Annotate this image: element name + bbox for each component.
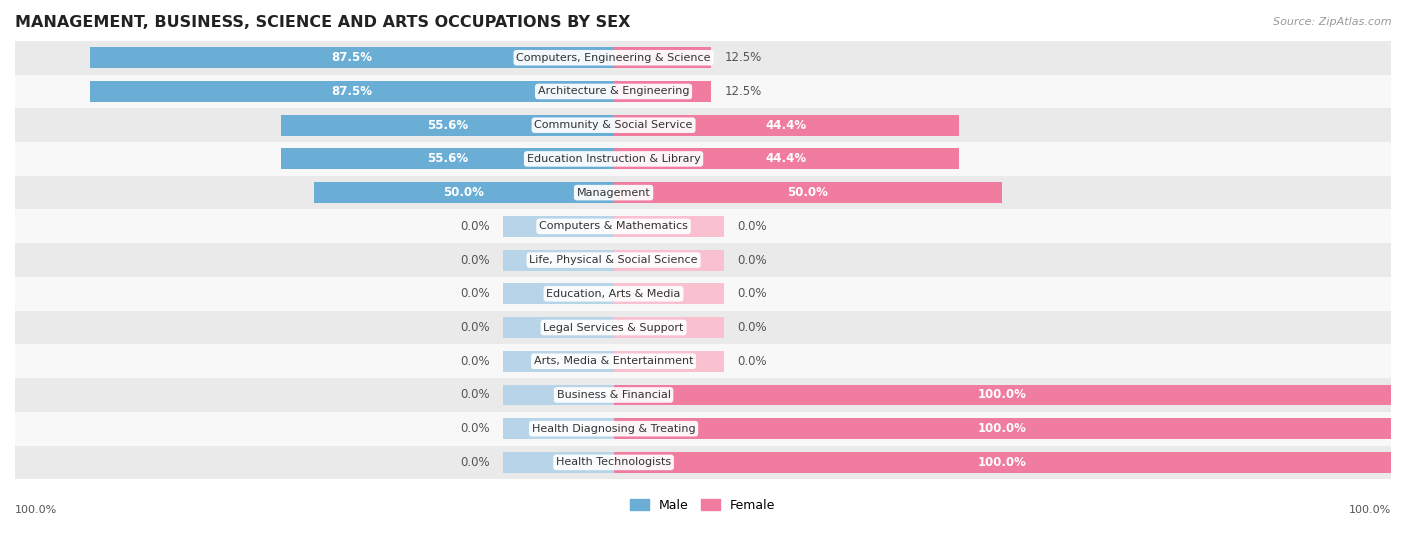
Bar [503, 452, 613, 473]
Text: 50.0%: 50.0% [443, 186, 484, 199]
Bar [613, 48, 711, 68]
Text: Management: Management [576, 188, 651, 198]
Text: Health Diagnosing & Treating: Health Diagnosing & Treating [531, 424, 696, 434]
Text: 0.0%: 0.0% [460, 355, 489, 368]
Text: 0.0%: 0.0% [737, 254, 768, 267]
Bar [15, 243, 1391, 277]
Text: Computers & Mathematics: Computers & Mathematics [538, 221, 688, 231]
Text: 0.0%: 0.0% [460, 254, 489, 267]
Text: 12.5%: 12.5% [724, 85, 762, 98]
Text: Legal Services & Support: Legal Services & Support [543, 323, 683, 333]
Bar [613, 317, 724, 338]
Text: Life, Physical & Social Science: Life, Physical & Social Science [529, 255, 697, 265]
Text: Community & Social Service: Community & Social Service [534, 120, 693, 130]
Text: 100.0%: 100.0% [977, 422, 1026, 435]
Text: Architecture & Engineering: Architecture & Engineering [538, 87, 689, 97]
Text: 0.0%: 0.0% [460, 220, 489, 233]
Bar [503, 418, 613, 439]
Text: 0.0%: 0.0% [460, 456, 489, 469]
Bar [281, 115, 613, 136]
Text: 100.0%: 100.0% [977, 389, 1026, 401]
Bar [281, 149, 613, 169]
Text: Source: ZipAtlas.com: Source: ZipAtlas.com [1274, 17, 1392, 27]
Text: 100.0%: 100.0% [977, 456, 1026, 469]
Text: 87.5%: 87.5% [332, 85, 373, 98]
Bar [613, 182, 1002, 203]
Text: 44.4%: 44.4% [766, 119, 807, 132]
Bar [613, 216, 724, 237]
Text: 0.0%: 0.0% [460, 422, 489, 435]
Text: Computers, Engineering & Science: Computers, Engineering & Science [516, 53, 711, 63]
Text: 100.0%: 100.0% [15, 505, 58, 514]
Bar [15, 311, 1391, 344]
Bar [15, 344, 1391, 378]
Text: 50.0%: 50.0% [787, 186, 828, 199]
Text: 0.0%: 0.0% [460, 389, 489, 401]
Legend: Male, Female: Male, Female [626, 494, 780, 517]
Text: 0.0%: 0.0% [737, 355, 768, 368]
Bar [613, 418, 1391, 439]
Bar [15, 446, 1391, 479]
Bar [15, 176, 1391, 210]
Text: 0.0%: 0.0% [460, 287, 489, 300]
Bar [15, 41, 1391, 74]
Bar [15, 412, 1391, 446]
Bar [613, 149, 959, 169]
Bar [503, 250, 613, 271]
Text: 0.0%: 0.0% [737, 321, 768, 334]
Bar [503, 317, 613, 338]
Text: 100.0%: 100.0% [1348, 505, 1391, 514]
Text: Arts, Media & Entertainment: Arts, Media & Entertainment [534, 356, 693, 366]
Bar [15, 74, 1391, 108]
Bar [15, 277, 1391, 311]
Text: Education, Arts & Media: Education, Arts & Media [547, 289, 681, 299]
Text: Education Instruction & Library: Education Instruction & Library [527, 154, 700, 164]
Bar [90, 81, 613, 102]
Bar [15, 210, 1391, 243]
Bar [613, 115, 959, 136]
Text: 12.5%: 12.5% [724, 51, 762, 64]
Text: 55.6%: 55.6% [426, 153, 468, 165]
Text: 87.5%: 87.5% [332, 51, 373, 64]
Bar [15, 108, 1391, 142]
Text: Health Technologists: Health Technologists [555, 457, 671, 467]
Text: 55.6%: 55.6% [426, 119, 468, 132]
Bar [613, 81, 711, 102]
Bar [613, 283, 724, 304]
Bar [15, 142, 1391, 176]
Text: Business & Financial: Business & Financial [557, 390, 671, 400]
Bar [613, 250, 724, 271]
Text: MANAGEMENT, BUSINESS, SCIENCE AND ARTS OCCUPATIONS BY SEX: MANAGEMENT, BUSINESS, SCIENCE AND ARTS O… [15, 15, 630, 30]
Bar [613, 385, 1391, 405]
Text: 0.0%: 0.0% [737, 220, 768, 233]
Bar [315, 182, 613, 203]
Bar [503, 385, 613, 405]
Text: 0.0%: 0.0% [737, 287, 768, 300]
Bar [503, 216, 613, 237]
Bar [613, 351, 724, 372]
Bar [15, 378, 1391, 412]
Text: 0.0%: 0.0% [460, 321, 489, 334]
Bar [613, 452, 1391, 473]
Bar [503, 283, 613, 304]
Text: 44.4%: 44.4% [766, 153, 807, 165]
Bar [503, 351, 613, 372]
Bar [90, 48, 613, 68]
